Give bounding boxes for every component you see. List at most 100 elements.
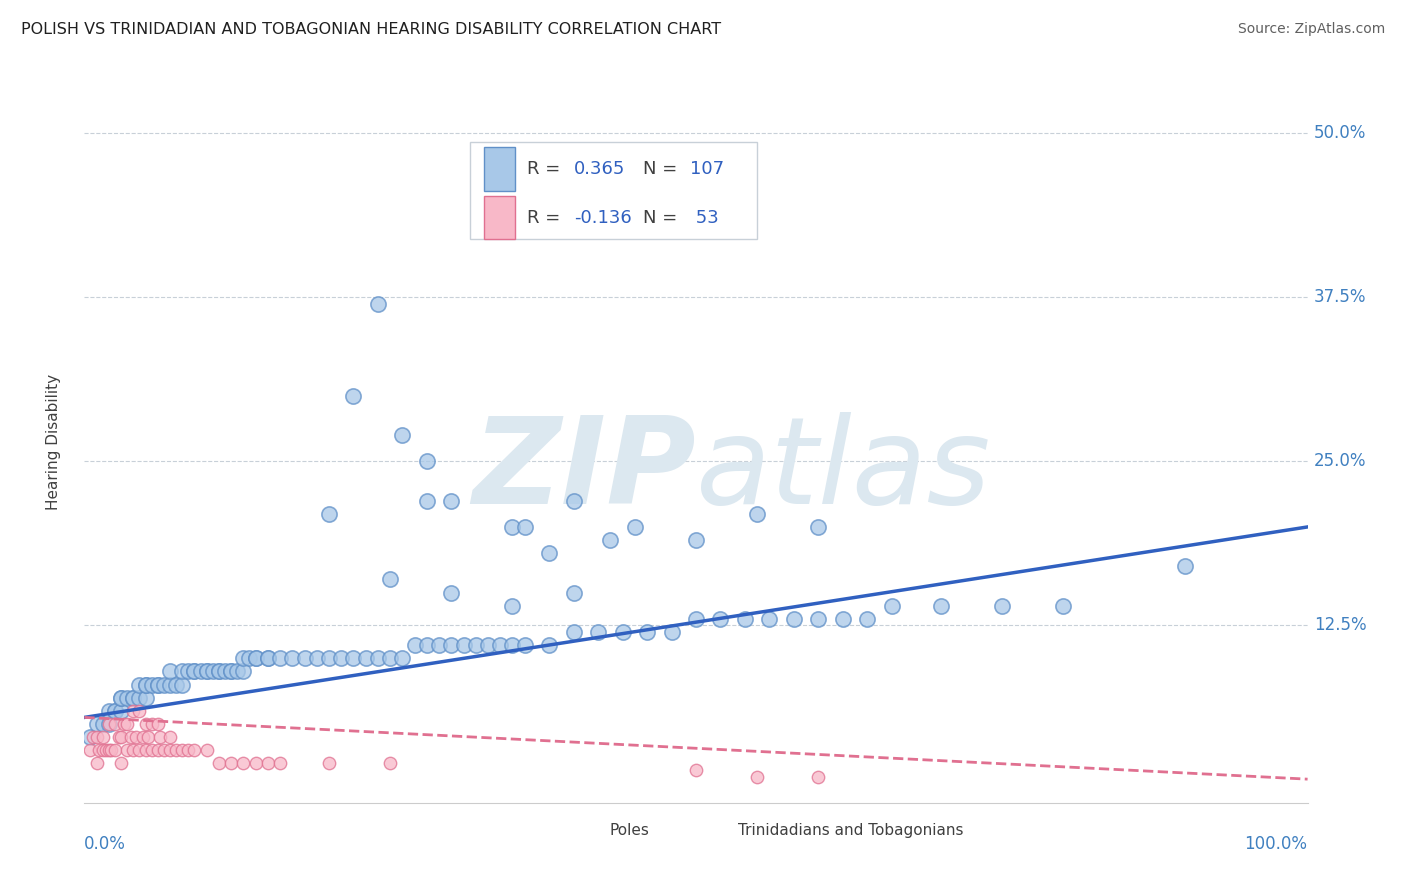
Point xyxy=(538,546,561,560)
Point xyxy=(489,638,512,652)
Point xyxy=(97,704,120,718)
Point xyxy=(79,730,101,744)
Point xyxy=(183,665,205,679)
Text: N =: N = xyxy=(644,209,683,227)
Point xyxy=(112,717,135,731)
Point xyxy=(135,690,157,705)
Point xyxy=(257,651,280,665)
Point xyxy=(128,704,150,718)
Point xyxy=(135,677,157,691)
Point xyxy=(562,625,585,640)
Point xyxy=(661,625,683,640)
Point xyxy=(115,690,138,705)
Point xyxy=(318,507,340,521)
Text: atlas: atlas xyxy=(696,412,991,529)
Point xyxy=(86,756,108,771)
Point xyxy=(146,677,169,691)
Point xyxy=(404,638,426,652)
Point xyxy=(342,651,364,665)
Point xyxy=(513,638,536,652)
Point xyxy=(294,651,316,665)
FancyBboxPatch shape xyxy=(470,142,758,239)
Point xyxy=(367,296,389,310)
Point xyxy=(208,665,231,679)
Text: 12.5%: 12.5% xyxy=(1313,616,1367,634)
Point xyxy=(238,651,260,665)
Point xyxy=(1052,599,1074,613)
Point xyxy=(125,730,148,744)
Point xyxy=(165,743,187,757)
Bar xyxy=(484,196,515,239)
Point xyxy=(807,612,830,626)
Point xyxy=(380,756,402,771)
Bar xyxy=(484,147,515,191)
Point xyxy=(159,730,181,744)
Point xyxy=(880,599,903,613)
Point xyxy=(269,651,291,665)
Point xyxy=(214,665,236,679)
Point xyxy=(115,743,138,757)
Point xyxy=(110,690,132,705)
Text: Trinidadians and Tobagonians: Trinidadians and Tobagonians xyxy=(738,823,963,838)
Point xyxy=(219,756,242,771)
Point xyxy=(342,388,364,402)
Bar xyxy=(696,820,723,843)
Point xyxy=(245,651,267,665)
Point xyxy=(153,677,176,691)
Point xyxy=(685,763,707,777)
Point xyxy=(991,599,1014,613)
Point xyxy=(856,612,879,626)
Point xyxy=(141,743,163,757)
Point xyxy=(172,677,194,691)
Point xyxy=(562,493,585,508)
Point xyxy=(136,730,159,744)
Point xyxy=(453,638,475,652)
Point xyxy=(219,665,242,679)
Point xyxy=(758,612,780,626)
Text: -0.136: -0.136 xyxy=(574,209,631,227)
Point xyxy=(104,704,127,718)
Text: 0.365: 0.365 xyxy=(574,160,626,178)
Point xyxy=(146,677,169,691)
Point xyxy=(91,743,114,757)
Point xyxy=(149,730,172,744)
Point xyxy=(115,717,138,731)
Text: 25.0%: 25.0% xyxy=(1313,452,1367,470)
Point xyxy=(709,612,731,626)
Point xyxy=(586,625,609,640)
Text: R =: R = xyxy=(527,209,567,227)
Point xyxy=(226,665,249,679)
Text: ZIP: ZIP xyxy=(472,412,696,529)
Point xyxy=(685,533,707,547)
Point xyxy=(416,638,439,652)
Point xyxy=(391,651,413,665)
Text: 37.5%: 37.5% xyxy=(1313,288,1367,306)
Point xyxy=(86,730,108,744)
Point xyxy=(354,651,377,665)
Text: 0.0%: 0.0% xyxy=(84,835,127,854)
Point xyxy=(281,651,304,665)
Point xyxy=(612,625,634,640)
Point xyxy=(172,665,194,679)
Point xyxy=(122,743,145,757)
Text: 50.0%: 50.0% xyxy=(1313,124,1367,142)
Point xyxy=(183,665,205,679)
Point xyxy=(232,756,254,771)
Point xyxy=(464,638,486,652)
Point xyxy=(599,533,621,547)
Text: N =: N = xyxy=(644,160,683,178)
Point xyxy=(177,665,200,679)
Point xyxy=(1174,559,1197,574)
Point xyxy=(97,743,120,757)
Point xyxy=(91,730,114,744)
Point xyxy=(502,520,524,534)
Point xyxy=(195,665,218,679)
Point xyxy=(783,612,806,626)
Point xyxy=(747,770,769,784)
Point xyxy=(122,690,145,705)
Point xyxy=(257,756,280,771)
Point xyxy=(330,651,353,665)
Point xyxy=(91,717,114,731)
Bar xyxy=(568,820,595,843)
Point xyxy=(269,756,291,771)
